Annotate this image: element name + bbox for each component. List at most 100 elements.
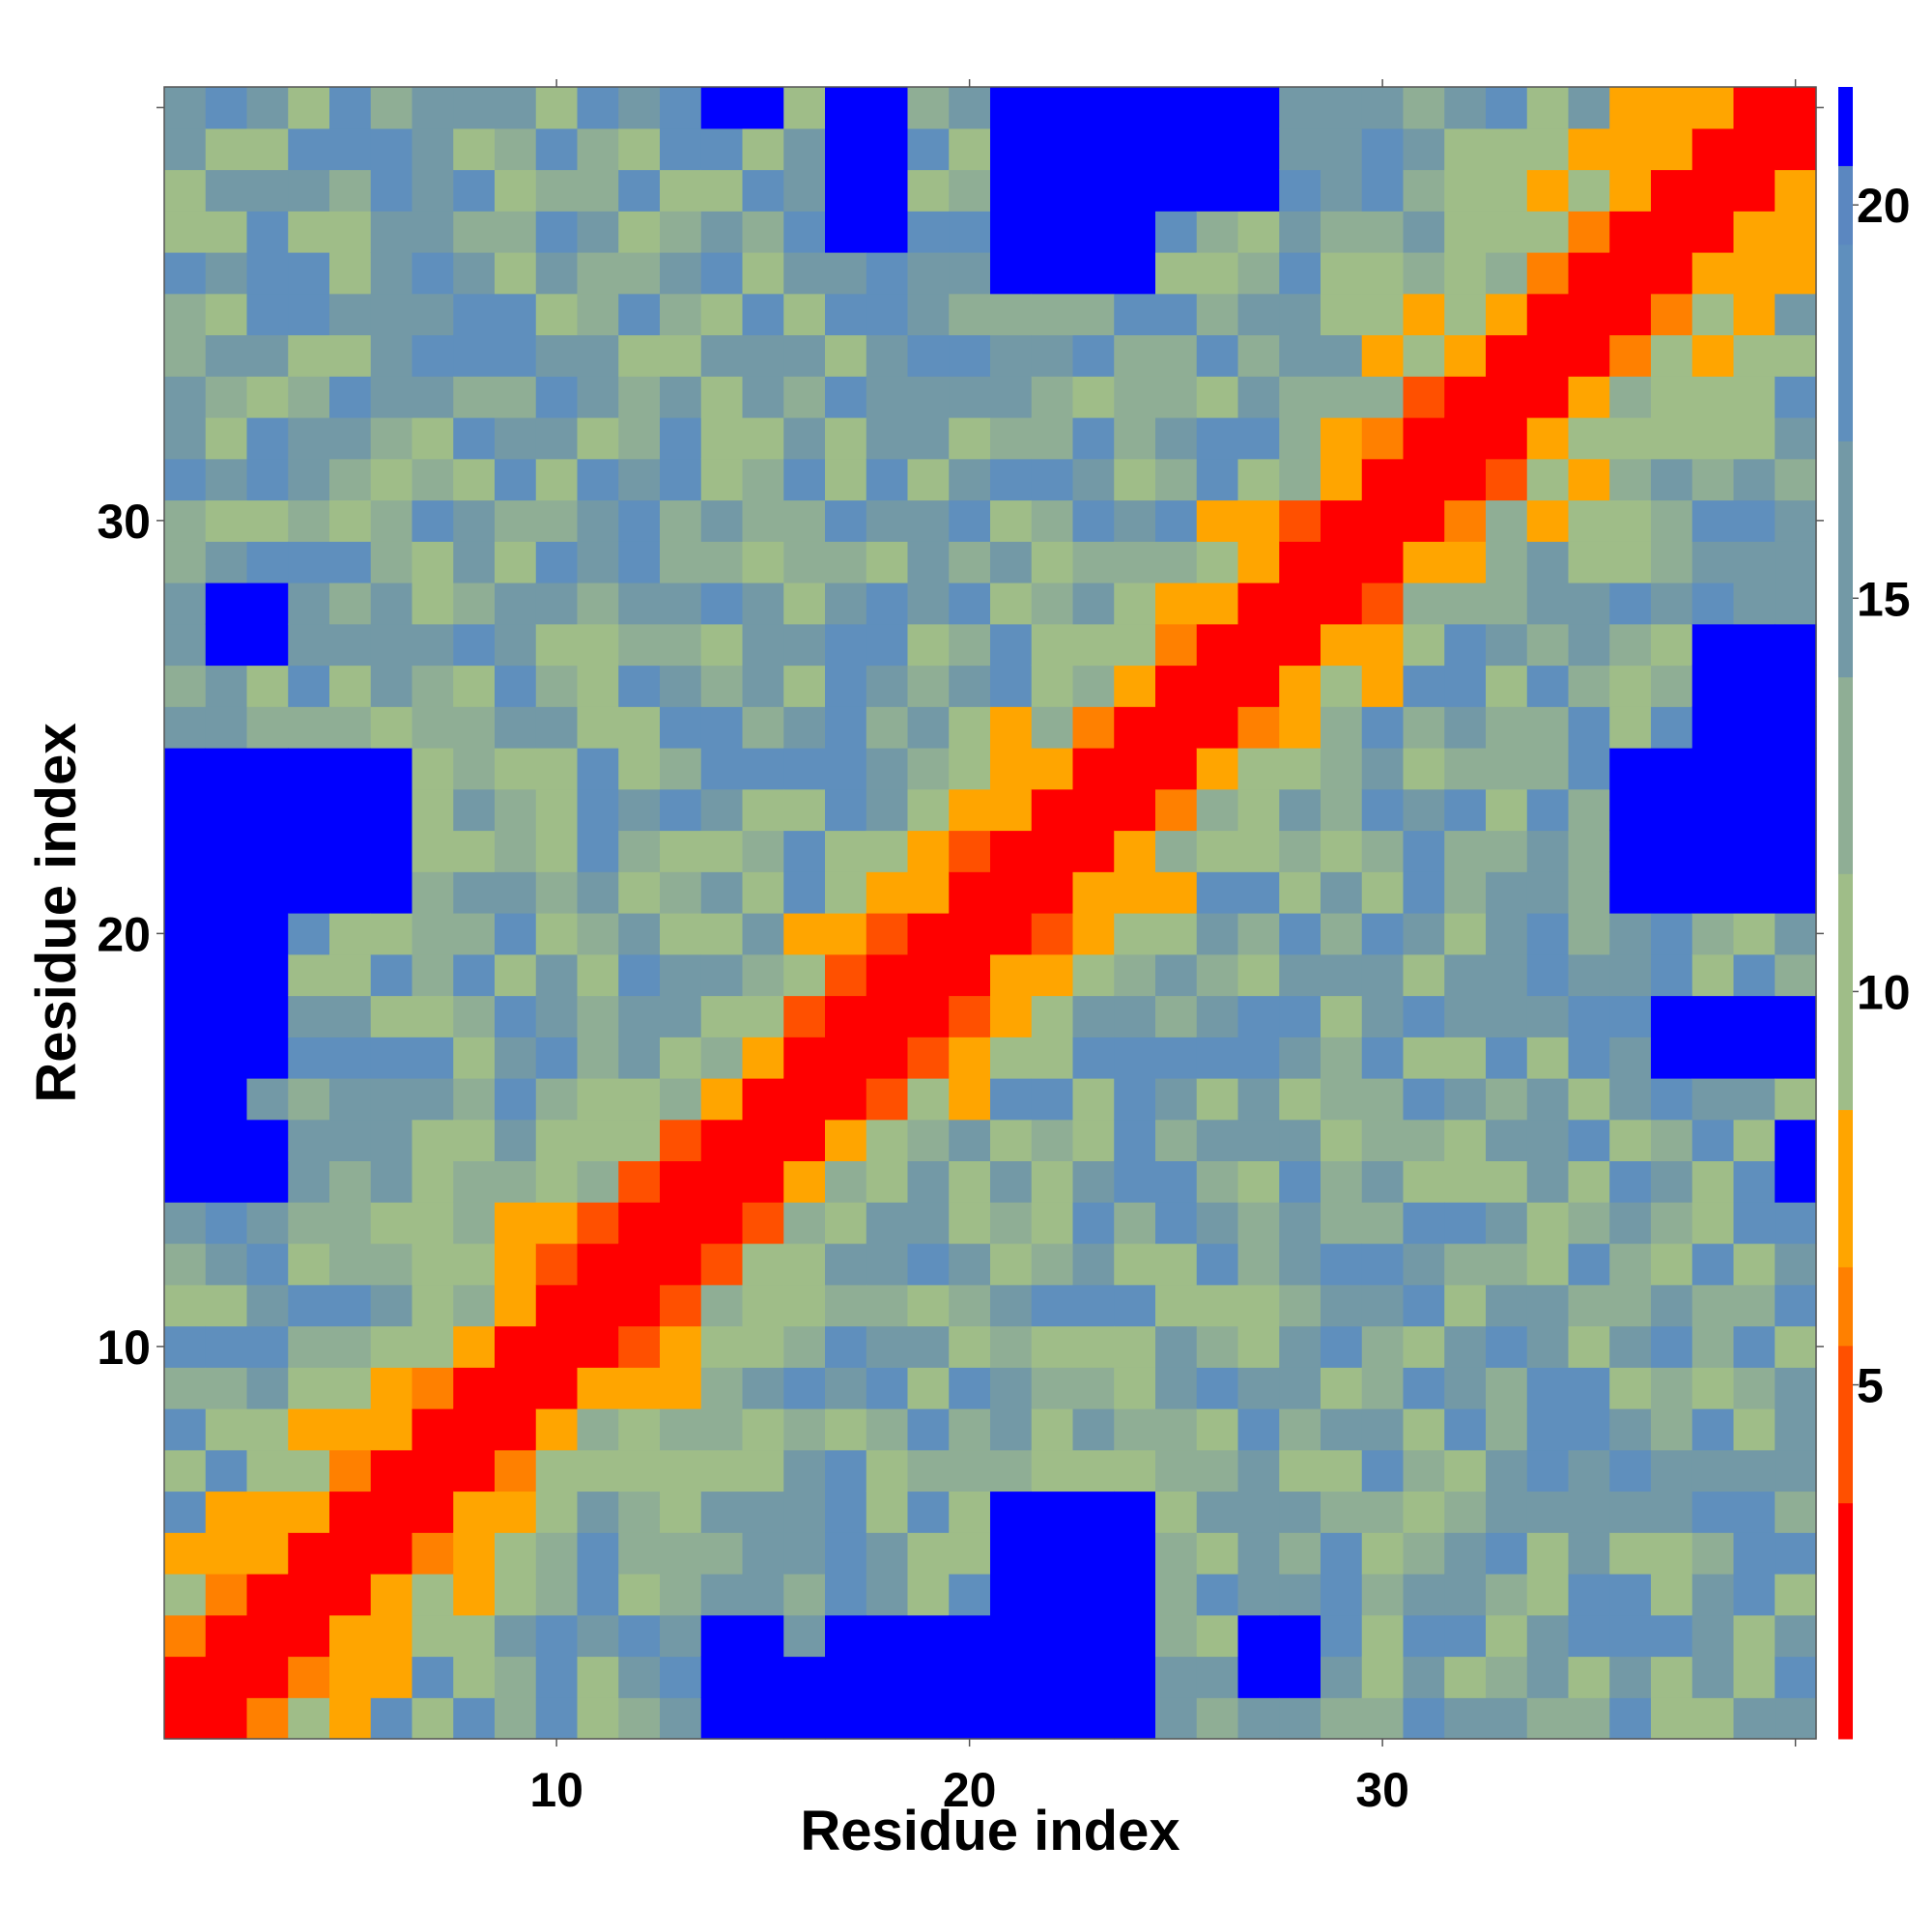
heatmap-cell (246, 665, 289, 707)
heatmap-cell (246, 376, 289, 418)
heatmap-cell (1279, 252, 1321, 295)
heatmap-cell (329, 1367, 372, 1409)
colorbar-band (1838, 1266, 1853, 1347)
heatmap-cell (205, 1491, 248, 1533)
heatmap-cell (1568, 1532, 1610, 1575)
heatmap-cell (618, 1243, 661, 1286)
heatmap-cell (1403, 1532, 1445, 1575)
heatmap-cell (1775, 1202, 1817, 1244)
heatmap-cell (1361, 1284, 1405, 1327)
heatmap-cell (1321, 1367, 1363, 1409)
heatmap-cell (1444, 1037, 1487, 1079)
heatmap-cell (866, 1078, 909, 1121)
heatmap-cell (1733, 87, 1776, 129)
heatmap-cell (1072, 706, 1115, 749)
heatmap-cell (535, 830, 579, 872)
heatmap-cell (412, 788, 454, 832)
heatmap-cell (1651, 458, 1693, 501)
heatmap-cell (1775, 665, 1817, 707)
heatmap-cell (1114, 706, 1156, 749)
heatmap-cell (1444, 252, 1487, 295)
heatmap-cell (618, 871, 661, 914)
heatmap-cell (164, 665, 207, 707)
heatmap-cell (742, 169, 784, 212)
heatmap-cell (577, 87, 619, 129)
heatmap-cell (495, 128, 537, 171)
heatmap-cell (1609, 334, 1652, 377)
colorbar-band (1838, 1502, 1853, 1740)
heatmap-cell (700, 1284, 744, 1327)
heatmap-cell (866, 211, 909, 253)
heatmap-cell (700, 1408, 744, 1451)
heatmap-cell (660, 169, 702, 212)
heatmap-cell (742, 953, 784, 997)
heatmap-cell (1526, 1656, 1570, 1698)
heatmap-cell (1114, 665, 1156, 707)
heatmap-cell (949, 1532, 991, 1575)
heatmap-cell (1196, 913, 1239, 955)
heatmap-cell (866, 252, 909, 295)
heatmap-cell (164, 1325, 207, 1368)
heatmap-cell (1321, 623, 1363, 667)
heatmap-cell (990, 913, 1033, 955)
heatmap-cell (205, 376, 248, 418)
heatmap-cell (495, 1614, 537, 1658)
heatmap-cell (1444, 128, 1487, 171)
heatmap-cell (164, 252, 207, 295)
heatmap-cell (783, 334, 826, 377)
heatmap-cell (164, 1202, 207, 1244)
heatmap-cell (618, 1574, 661, 1616)
heatmap-cell (577, 1325, 619, 1368)
heatmap-cell (1526, 665, 1570, 707)
heatmap-cell (495, 1656, 537, 1698)
heatmap-cell (1237, 1408, 1280, 1451)
heatmap-cell (1444, 1614, 1487, 1658)
heatmap-cell (329, 458, 372, 501)
heatmap-cell (618, 830, 661, 872)
heatmap-cell (370, 1284, 413, 1327)
heatmap-cell (1321, 788, 1363, 832)
heatmap-cell (205, 1408, 248, 1451)
heatmap-cell (1072, 1243, 1115, 1286)
heatmap-cell (535, 1078, 579, 1121)
heatmap-cell (1279, 995, 1321, 1037)
heatmap-cell (1196, 1160, 1239, 1203)
heatmap-cell (783, 458, 826, 501)
heatmap-cell (866, 376, 909, 418)
heatmap-cell (700, 665, 744, 707)
heatmap-cell (1691, 1574, 1735, 1616)
heatmap-cell (907, 1367, 950, 1409)
heatmap-cell (907, 293, 950, 336)
heatmap-cell (866, 953, 909, 997)
heatmap-cell (1279, 1078, 1321, 1121)
heatmap-cell (205, 623, 248, 667)
heatmap-cell (577, 211, 619, 253)
heatmap-cell (1321, 128, 1363, 171)
heatmap-cell (205, 1037, 248, 1079)
heatmap-cell (577, 953, 619, 997)
heatmap-cell (288, 1325, 330, 1368)
heatmap-cell (1775, 706, 1817, 749)
heatmap-cell (205, 499, 248, 542)
heatmap-cell (1321, 1656, 1363, 1698)
heatmap-cell (1279, 748, 1321, 790)
heatmap-cell (164, 376, 207, 418)
heatmap-cell (1609, 582, 1652, 625)
heatmap-cell (866, 128, 909, 171)
heatmap-cell (370, 1243, 413, 1286)
heatmap-cell (825, 1202, 867, 1244)
heatmap-cell (1072, 1449, 1115, 1492)
heatmap-cell (1321, 1078, 1363, 1121)
heatmap-cell (412, 417, 454, 460)
heatmap-cell (1321, 376, 1363, 418)
heatmap-cell (1072, 376, 1115, 418)
heatmap-cell (1568, 913, 1610, 955)
heatmap-cell (453, 748, 496, 790)
heatmap-cell (1403, 788, 1445, 832)
heatmap-cell (907, 376, 950, 418)
heatmap-cell (742, 499, 784, 542)
heatmap-cell (990, 623, 1033, 667)
heatmap-cell (1072, 1408, 1115, 1451)
heatmap-cell (370, 1119, 413, 1162)
heatmap-cell (412, 913, 454, 955)
